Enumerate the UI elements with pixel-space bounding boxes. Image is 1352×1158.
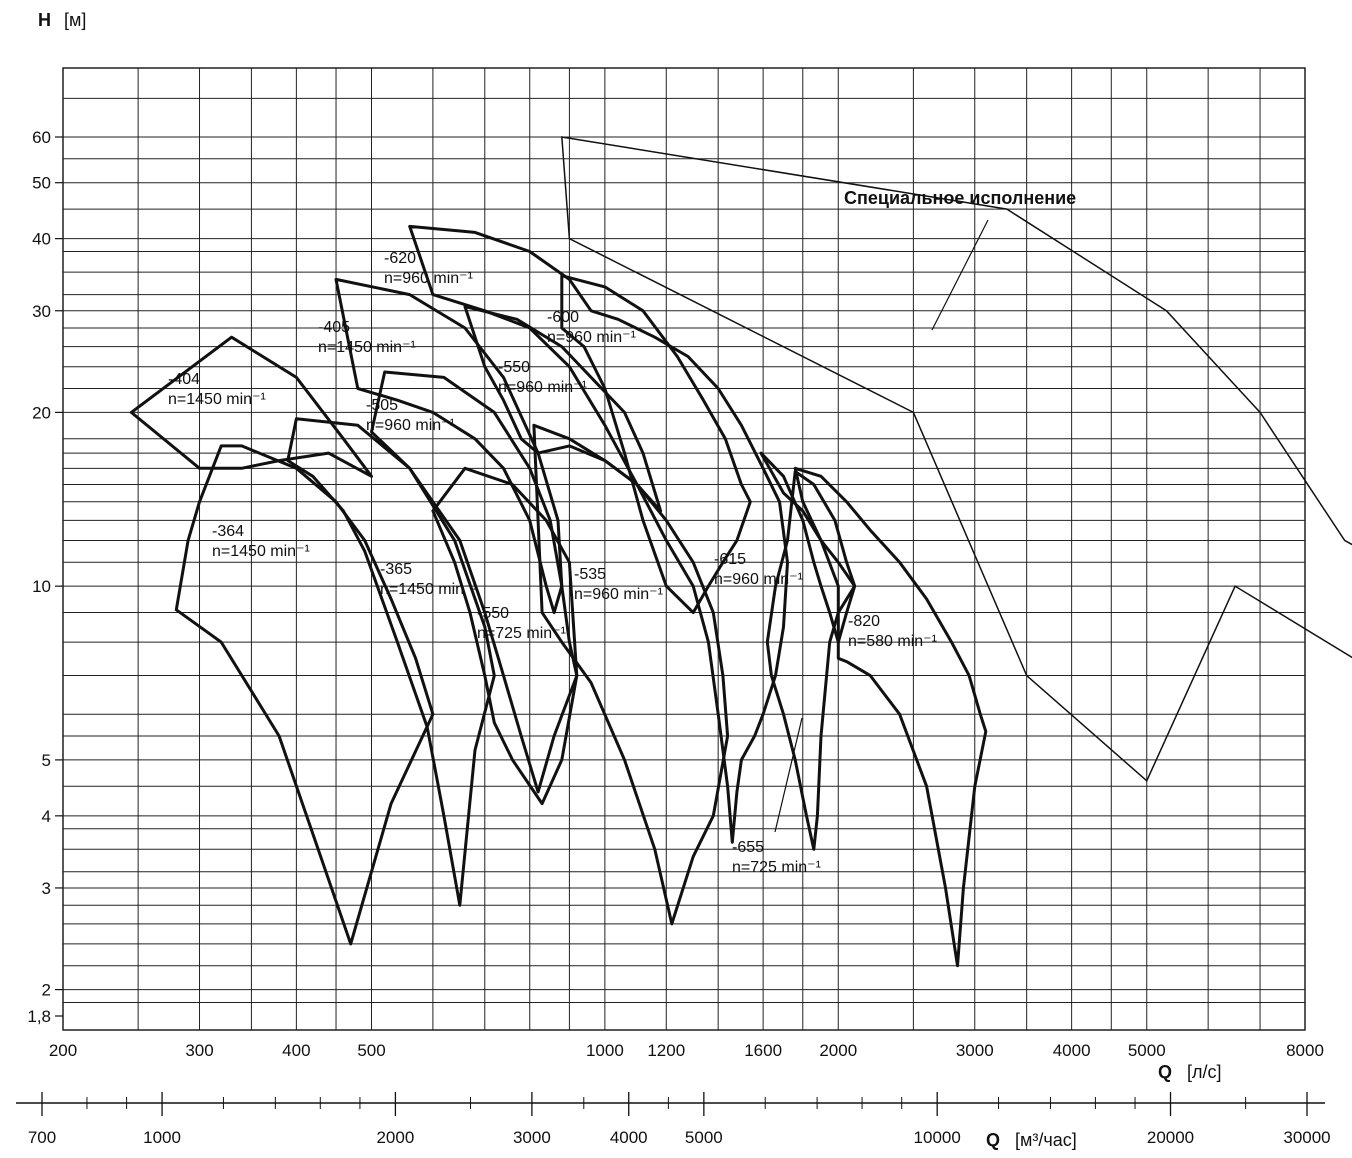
curve-speed-label: n=1450 min⁻¹ — [168, 391, 266, 408]
x2-axis-title: Q [м³/час] — [986, 1130, 1077, 1150]
y-axis-title: H [м] — [38, 10, 86, 30]
curve-name-label: -364 — [212, 523, 244, 540]
curve-name-label: -615 — [714, 551, 746, 568]
curve-speed-label: n=580 min⁻¹ — [848, 633, 937, 650]
pump-curves — [129, 224, 988, 968]
curve-name-label: -550 — [477, 605, 509, 622]
special-region — [561, 136, 1352, 783]
x-axis-title: Q [л/с] — [1158, 1062, 1222, 1082]
x2-tick-label: 2000 — [376, 1128, 414, 1147]
x-tick-label: 1000 — [586, 1041, 624, 1060]
curve-speed-label: n=960 min⁻¹ — [366, 417, 455, 434]
special-label: Специальное исполнение — [844, 188, 1076, 208]
pump-curve-820 — [793, 466, 988, 968]
x-tick-label: 1200 — [647, 1041, 685, 1060]
y-tick-label: 30 — [32, 302, 51, 321]
curve-speed-label: n=1450 min⁻¹ — [380, 581, 478, 598]
x2-tick-label: 700 — [28, 1128, 56, 1147]
y-tick-label: 4 — [42, 807, 51, 826]
x2-axis-symbol: Q — [986, 1130, 1000, 1150]
curve-name-label: -600 — [547, 309, 579, 326]
curve-name-label: -535 — [574, 566, 606, 583]
x2-tick-label: 20000 — [1147, 1128, 1194, 1147]
curve-labels: -364 n=1450 min⁻¹ -365 n=1450 min⁻¹ -404 n=14… — [168, 250, 937, 876]
y-tick-label: 3 — [42, 879, 51, 898]
x2-tick-label: 1000 — [143, 1128, 181, 1147]
x2-tick-label: 10000 — [914, 1128, 961, 1147]
curve-speed-label: n=1450 min⁻¹ — [212, 543, 310, 560]
curve-name-label: -620 — [384, 250, 416, 267]
curve-name-label: -505 — [366, 397, 398, 414]
y-tick-label: 50 — [32, 174, 51, 193]
grid — [62, 67, 1306, 1031]
x-axis-symbol: Q — [1158, 1062, 1172, 1082]
curve-speed-label: n=725 min⁻¹ — [732, 859, 821, 876]
curve-name-label: -404 — [168, 371, 200, 388]
x-tick-label: 4000 — [1053, 1041, 1091, 1060]
pump-curve-405 — [334, 277, 564, 615]
curve-name-label: -655 — [732, 839, 764, 856]
x-tick-label: 3000 — [956, 1041, 994, 1060]
pump-curve-364 — [174, 444, 435, 946]
curve-name-label: -365 — [380, 561, 412, 578]
pump-curve-550 — [431, 466, 579, 806]
pump-curve-620 — [408, 224, 789, 844]
y-tick-label: 1,8 — [27, 1007, 51, 1026]
y-tick-label: 5 — [42, 751, 51, 770]
x2-tick-label: 30000 — [1283, 1128, 1330, 1147]
x-tick-label: 300 — [185, 1041, 213, 1060]
pump-curve-505 — [370, 370, 579, 794]
x-tick-label: 200 — [49, 1041, 77, 1060]
y-tick-label: 60 — [32, 128, 51, 147]
y-tick-label: 20 — [32, 403, 51, 422]
x-tick-label: 8000 — [1286, 1041, 1324, 1060]
x2-tick-label: 5000 — [685, 1128, 723, 1147]
y-tick-label: 10 — [32, 577, 51, 596]
y-tick-label: 40 — [32, 230, 51, 249]
x2-axis-unit: [м³/час] — [1015, 1130, 1077, 1150]
curve-speed-label: n=960 min⁻¹ — [574, 586, 663, 603]
pump-curve-615 — [759, 451, 857, 644]
pump-curve-404 — [129, 335, 373, 478]
curve-speed-label: n=960 min⁻¹ — [384, 270, 473, 287]
x-tick-label: 400 — [282, 1041, 310, 1060]
plot-frame — [62, 67, 1306, 1031]
pump-curve-600 — [560, 274, 752, 615]
curve-speed-label: n=960 min⁻¹ — [714, 571, 803, 588]
x-tick-label: 500 — [357, 1041, 385, 1060]
curve-name-label: -550 — [498, 359, 530, 376]
curve-speed-label: n=960 min⁻¹ — [498, 379, 587, 396]
pump-curve-655 — [765, 470, 857, 851]
pump-curve-365 — [286, 417, 496, 907]
curve-speed-label: n=725 min⁻¹ — [477, 625, 566, 642]
x2-tick-label: 4000 — [610, 1128, 648, 1147]
axis-ticks: 60 50 40 30 20 10 5 4 3 2 1,8 200 300 400 500 1000 1200 1… — [16, 128, 1331, 1147]
x2-tick-label: 3000 — [513, 1128, 551, 1147]
x-tick-label: 2000 — [819, 1041, 857, 1060]
x-tick-label: 5000 — [1128, 1041, 1166, 1060]
special-leader-line — [931, 219, 989, 331]
special-region-outline — [561, 136, 1352, 783]
curve-speed-label: n=960 min⁻¹ — [547, 329, 636, 346]
x-axis-unit: [л/с] — [1187, 1062, 1222, 1082]
curve-name-label: -820 — [848, 613, 880, 630]
curve-name-label: -405 — [318, 319, 350, 336]
leader-655 — [774, 717, 803, 833]
curve-speed-label: n=1450 min⁻¹ — [318, 339, 416, 356]
y-tick-label: 2 — [42, 981, 51, 1000]
x-tick-label: 1600 — [744, 1041, 782, 1060]
y-axis-unit: [м] — [64, 10, 86, 30]
y-axis-symbol: H — [38, 10, 51, 30]
